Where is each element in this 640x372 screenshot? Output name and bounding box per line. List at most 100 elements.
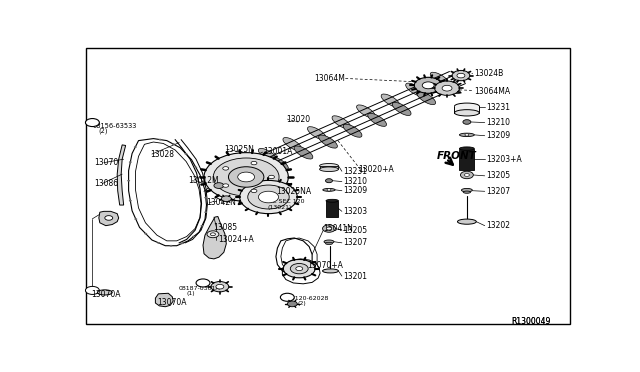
Text: 13085: 13085: [213, 223, 237, 232]
Text: 13203+A: 13203+A: [486, 155, 522, 164]
Circle shape: [465, 134, 469, 136]
Text: 13001A: 13001A: [264, 147, 293, 156]
Text: 13086: 13086: [94, 179, 118, 188]
Ellipse shape: [463, 191, 470, 193]
Text: R1300049: R1300049: [511, 317, 551, 326]
Text: 13070A: 13070A: [157, 298, 186, 307]
Circle shape: [216, 284, 224, 289]
Circle shape: [105, 216, 113, 220]
Circle shape: [204, 211, 207, 213]
Circle shape: [422, 82, 434, 89]
Circle shape: [248, 185, 289, 209]
Circle shape: [157, 242, 160, 244]
Text: 13024B: 13024B: [474, 69, 504, 78]
Circle shape: [414, 77, 442, 93]
Text: 13207: 13207: [343, 238, 367, 247]
Text: 13202: 13202: [486, 221, 509, 230]
Text: 13205: 13205: [486, 171, 510, 180]
Circle shape: [201, 182, 204, 183]
Circle shape: [223, 184, 228, 187]
Ellipse shape: [323, 269, 339, 273]
Text: R1300049: R1300049: [511, 317, 551, 326]
Text: (1): (1): [187, 291, 195, 296]
Bar: [460, 149, 474, 170]
Ellipse shape: [234, 159, 253, 172]
Text: 13028: 13028: [150, 150, 175, 158]
Ellipse shape: [406, 83, 424, 96]
Circle shape: [221, 196, 231, 202]
Circle shape: [323, 225, 335, 232]
Circle shape: [460, 171, 474, 179]
Ellipse shape: [442, 81, 460, 94]
Text: 13025N: 13025N: [224, 145, 253, 154]
Circle shape: [326, 179, 332, 183]
Circle shape: [280, 293, 294, 301]
Ellipse shape: [97, 290, 112, 295]
Circle shape: [204, 197, 207, 198]
Text: B: B: [285, 295, 290, 300]
Text: B: B: [200, 280, 205, 285]
Circle shape: [213, 158, 279, 196]
Circle shape: [159, 139, 161, 141]
Circle shape: [435, 81, 460, 95]
Circle shape: [134, 218, 138, 220]
Circle shape: [86, 286, 99, 294]
Ellipse shape: [392, 102, 411, 115]
Text: 13209: 13209: [486, 131, 510, 140]
Circle shape: [228, 167, 264, 187]
Polygon shape: [117, 145, 125, 205]
Text: 13201: 13201: [343, 272, 367, 280]
Text: SEE SEC 120: SEE SEC 120: [264, 199, 304, 204]
Circle shape: [326, 227, 332, 230]
Text: 13012M: 13012M: [188, 176, 219, 185]
Ellipse shape: [332, 116, 351, 129]
Circle shape: [211, 282, 229, 292]
Ellipse shape: [269, 157, 288, 170]
Circle shape: [207, 231, 219, 238]
Ellipse shape: [461, 189, 472, 192]
Circle shape: [129, 161, 132, 163]
Circle shape: [291, 263, 308, 274]
Text: FRONT: FRONT: [437, 151, 477, 161]
Ellipse shape: [209, 170, 228, 183]
Circle shape: [452, 70, 470, 81]
Circle shape: [442, 85, 452, 91]
Text: 13064M: 13064M: [314, 74, 346, 83]
Circle shape: [170, 245, 173, 247]
Ellipse shape: [307, 126, 326, 140]
Text: 13070+A: 13070+A: [307, 261, 343, 270]
Ellipse shape: [324, 240, 334, 243]
Ellipse shape: [460, 147, 474, 150]
Text: 08187-0301A: 08187-0301A: [178, 286, 220, 291]
Ellipse shape: [326, 199, 339, 202]
Text: 13210: 13210: [343, 177, 367, 186]
Circle shape: [296, 267, 303, 271]
Ellipse shape: [381, 94, 400, 107]
Circle shape: [134, 146, 137, 148]
Circle shape: [465, 173, 469, 176]
Ellipse shape: [458, 219, 476, 224]
Text: 13203: 13203: [343, 207, 367, 216]
Circle shape: [129, 200, 132, 202]
Text: 13231: 13231: [343, 167, 367, 176]
Text: (13021): (13021): [268, 205, 292, 210]
Bar: [326, 201, 339, 217]
Ellipse shape: [343, 124, 362, 137]
Circle shape: [240, 180, 297, 214]
Ellipse shape: [319, 135, 337, 148]
Circle shape: [259, 191, 278, 203]
Ellipse shape: [430, 72, 449, 85]
Circle shape: [192, 236, 195, 237]
Text: (2): (2): [297, 301, 306, 307]
Text: 13025NA: 13025NA: [276, 187, 311, 196]
Text: 15041N: 15041N: [323, 224, 353, 233]
Text: 13070: 13070: [94, 158, 118, 167]
Text: 13042N: 13042N: [207, 198, 236, 207]
Circle shape: [196, 279, 210, 287]
Circle shape: [223, 167, 228, 170]
Bar: [319, 166, 339, 169]
Text: 13020+A: 13020+A: [358, 165, 394, 174]
Ellipse shape: [454, 110, 479, 116]
Bar: [454, 106, 479, 113]
Text: 13210: 13210: [486, 118, 509, 127]
